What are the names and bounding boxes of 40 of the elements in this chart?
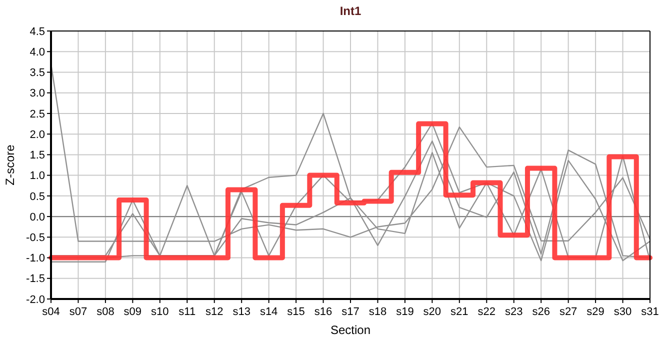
x-tick-label: s10 xyxy=(151,306,169,318)
y-tick-label: 1.5 xyxy=(30,150,45,162)
y-tick-label: -1.0 xyxy=(26,252,45,265)
chart-title: Int1 xyxy=(340,4,362,18)
x-tick-label: s31 xyxy=(641,306,659,318)
x-tick-label: s11 xyxy=(178,306,196,318)
x-tick-label: s15 xyxy=(287,306,305,318)
x-tick-label: s09 xyxy=(124,306,142,318)
x-tick-label: s20 xyxy=(423,306,442,318)
x-axis-title: Section xyxy=(330,323,371,337)
y-tick-label: 4.0 xyxy=(30,46,45,58)
y-tick-label: 2.5 xyxy=(30,108,45,120)
x-tick-label: s17 xyxy=(342,306,360,318)
x-tick-label: s07 xyxy=(69,306,88,318)
x-tick-label: s23 xyxy=(504,306,523,318)
y-tick-label: 1.0 xyxy=(30,170,45,182)
y-tick-label: -2.0 xyxy=(26,294,45,306)
x-tick-label: s30 xyxy=(614,306,632,318)
y-tick-label: -0.5 xyxy=(26,232,45,244)
x-tick-label: s21 xyxy=(450,306,468,318)
x-tick-label: s16 xyxy=(314,306,332,318)
y-tick-label: 3.0 xyxy=(30,88,45,100)
x-tick-label: s27 xyxy=(559,306,578,318)
y-axis-title: Z-score xyxy=(3,144,17,186)
y-tick-label: 0.5 xyxy=(30,190,45,203)
x-tick-label: s19 xyxy=(396,306,414,318)
x-tick-label: s14 xyxy=(260,306,278,318)
x-tick-label: s26 xyxy=(532,306,550,318)
y-tick-label: 3.5 xyxy=(30,67,45,80)
x-tick-label: s08 xyxy=(96,306,114,318)
y-tick-label: 0.0 xyxy=(30,211,45,224)
y-tick-label: 4.5 xyxy=(30,26,45,38)
x-tick-label: s18 xyxy=(368,306,387,318)
x-tick-label: s13 xyxy=(232,306,250,318)
x-tick-label: s12 xyxy=(205,306,224,318)
x-tick-label: s04 xyxy=(42,306,60,318)
y-tick-label: 2.0 xyxy=(30,128,45,141)
y-tick-label: -1.5 xyxy=(26,273,45,286)
x-tick-label: s29 xyxy=(586,306,604,318)
x-tick-label: s22 xyxy=(478,306,496,318)
